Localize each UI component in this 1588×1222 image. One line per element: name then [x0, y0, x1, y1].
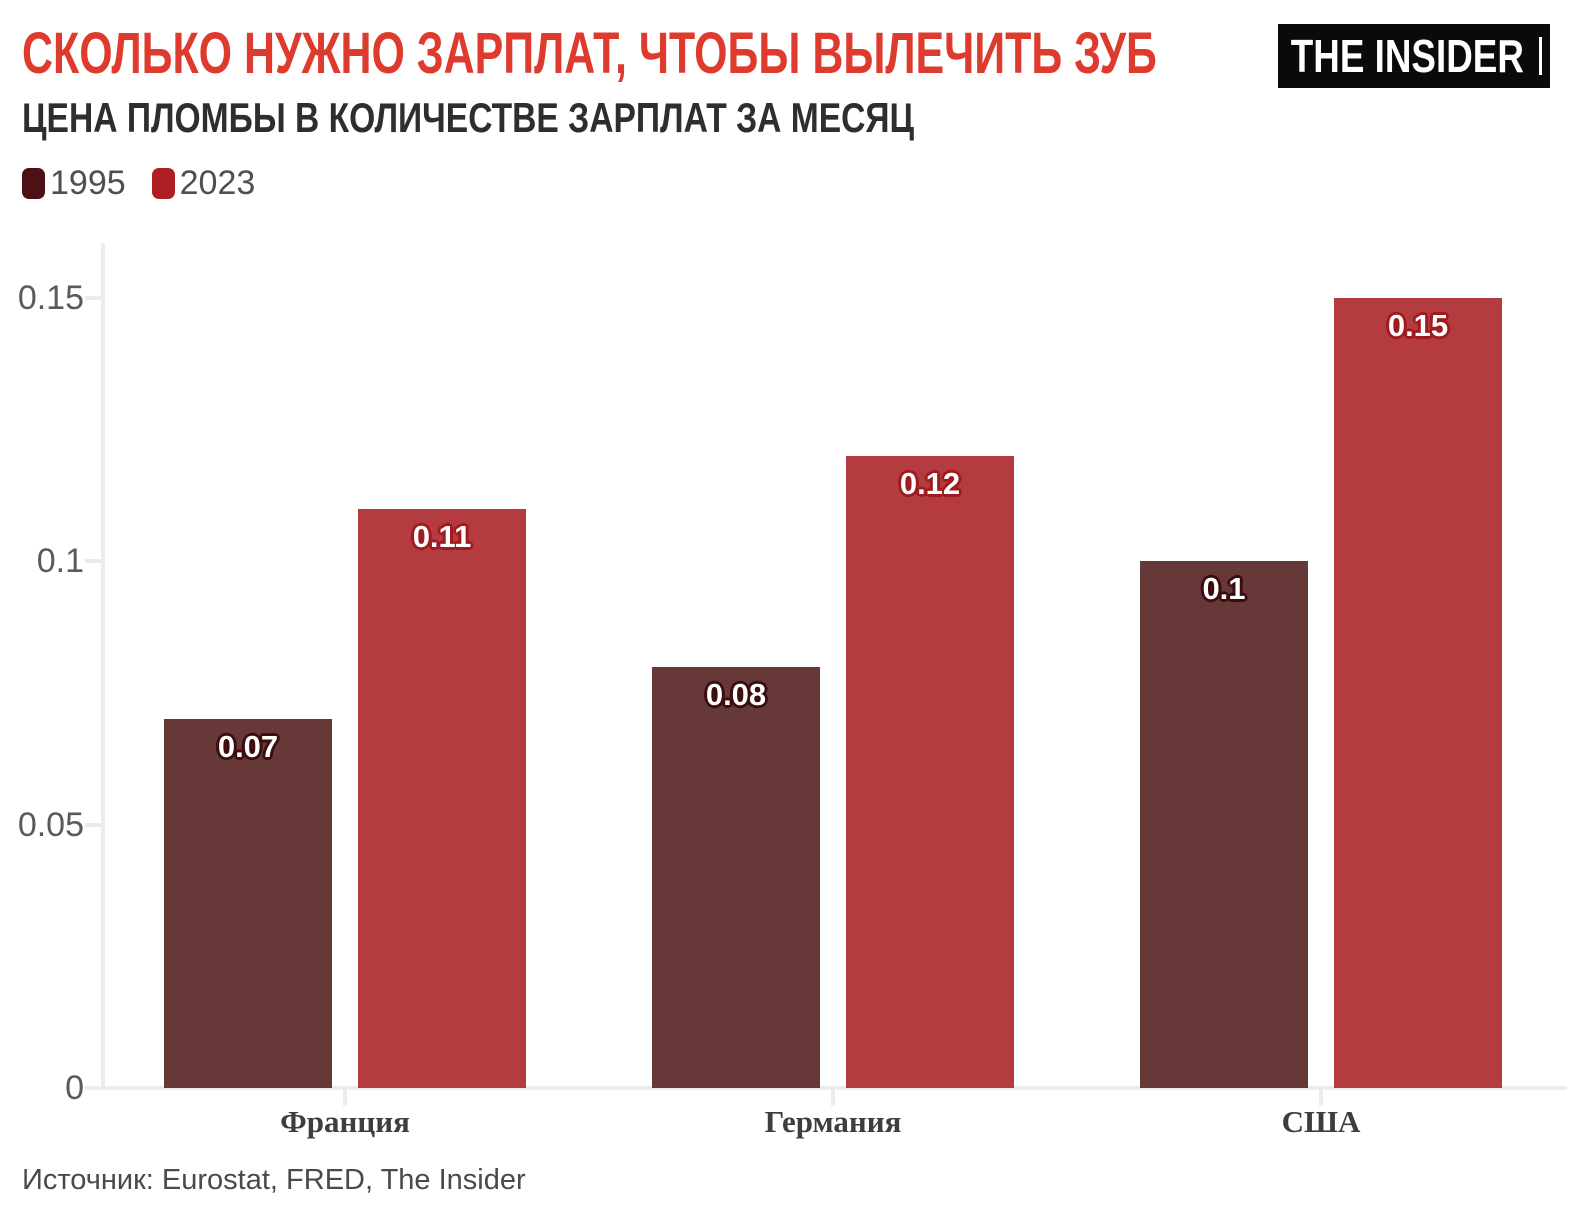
bar-value-label: 0.1 — [1202, 571, 1246, 607]
bar-value-label: 0.15 — [1387, 307, 1449, 343]
bar-value-label: 0.08 — [705, 676, 767, 712]
bar-1995-Германия — [652, 666, 820, 1088]
y-tick-label: 0.05 — [17, 805, 84, 844]
legend-label-1995: 1995 — [50, 164, 126, 202]
bar-value-label: 0.11 — [412, 518, 472, 554]
page-subtitle: ЦЕНА ПЛОМБЫ В КОЛИЧЕСТВЕ ЗАРПЛАТ ЗА МЕСЯ… — [22, 94, 915, 141]
bar-2023-США — [1334, 297, 1502, 1088]
bar-2023-Германия — [846, 455, 1014, 1088]
y-tick-label: 0.15 — [17, 278, 84, 317]
logo-text: THE INSIDER — [1290, 30, 1524, 82]
category-label-США: США — [1281, 1104, 1361, 1139]
y-axis-line — [101, 243, 105, 1090]
bar-1995-США — [1140, 561, 1308, 1088]
y-tick-mark — [85, 559, 101, 564]
y-tick-label: 0 — [65, 1069, 84, 1107]
legend: 1995 2023 — [22, 164, 281, 203]
legend-label-2023: 2023 — [179, 164, 256, 202]
bar-value-label: 0.12 — [899, 465, 961, 501]
logo-cursor-bar — [1539, 37, 1542, 75]
y-tick-mark — [85, 295, 101, 300]
y-tick-mark — [85, 822, 101, 827]
category-label-Франция: Франция — [280, 1104, 410, 1139]
category-label-Германия: Германия — [764, 1104, 902, 1139]
legend-swatch-1995 — [22, 168, 45, 199]
bar-1995-Франция — [164, 719, 332, 1088]
x-tick-mark — [1319, 1088, 1323, 1106]
x-tick-mark — [831, 1088, 835, 1106]
page-title: СКОЛЬКО НУЖНО ЗАРПЛАТ, ЧТОБЫ ВЫЛЕЧИТЬ ЗУ… — [22, 21, 1157, 86]
x-tick-mark — [343, 1088, 347, 1106]
the-insider-logo: THE INSIDER — [1278, 24, 1550, 88]
legend-swatch-2023 — [151, 168, 175, 199]
source-note: Источник: Eurostat, FRED, The Insider — [22, 1164, 526, 1196]
bar-value-label: 0.07 — [217, 729, 279, 765]
y-tick-label: 0.1 — [36, 542, 84, 581]
y-tick-mark — [85, 1086, 101, 1090]
bar-2023-Франция — [358, 508, 526, 1088]
